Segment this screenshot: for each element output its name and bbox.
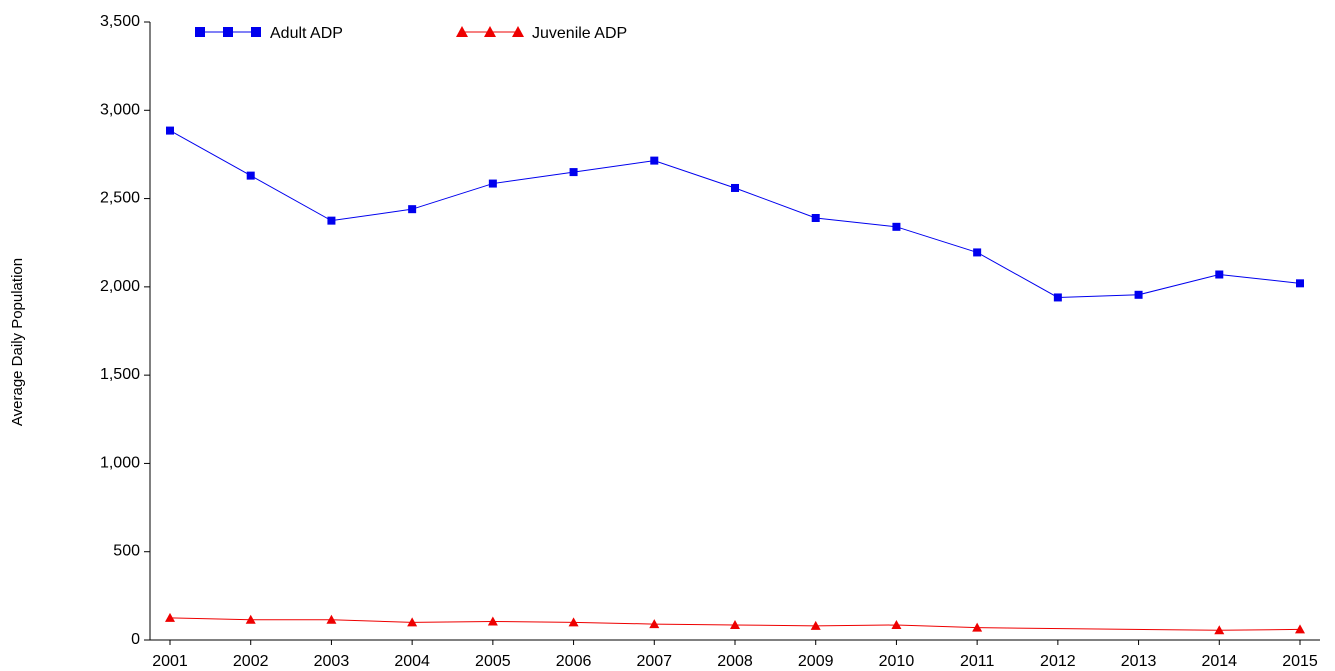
- legend-marker: [223, 27, 233, 37]
- data-point: [810, 620, 821, 630]
- x-tick-label: 2015: [1282, 653, 1318, 670]
- y-tick-label: 500: [113, 543, 140, 560]
- legend-label: Juvenile ADP: [532, 25, 627, 42]
- legend-marker: [195, 27, 205, 37]
- y-axis-label: Average Daily Population: [9, 258, 26, 426]
- y-tick-label: 1,000: [100, 454, 140, 471]
- x-tick-label: 2002: [233, 653, 269, 670]
- x-tick-label: 2005: [475, 653, 511, 670]
- data-point: [972, 622, 983, 632]
- data-point: [327, 216, 336, 225]
- y-tick-label: 1,500: [100, 366, 140, 383]
- y-tick-label: 3,000: [100, 101, 140, 118]
- x-tick-label: 2004: [394, 653, 430, 670]
- x-tick-label: 2010: [879, 653, 915, 670]
- data-point: [165, 612, 175, 622]
- data-point: [246, 171, 255, 180]
- axes: 0 500 1,000 1,500 2,000 2,500 3,000 3,500 2001 20…: [100, 13, 1320, 670]
- legend: Adult ADP Juvenile ADP: [195, 25, 627, 42]
- legend-marker: [456, 26, 468, 37]
- data-point: [487, 616, 498, 626]
- data-point: [973, 248, 982, 257]
- x-tick-label: 2003: [314, 653, 350, 670]
- x-tick-label: 2013: [1121, 653, 1157, 670]
- series-layer: [165, 126, 1305, 635]
- legend-marker: [512, 26, 524, 37]
- y-tick-label: 2,000: [100, 278, 140, 295]
- data-point: [1134, 290, 1143, 299]
- data-point: [1215, 270, 1224, 279]
- data-point: [407, 617, 418, 627]
- y-tick-label: 3,500: [100, 13, 140, 30]
- data-point: [1295, 624, 1305, 634]
- data-point: [1296, 279, 1304, 288]
- data-point: [408, 205, 417, 214]
- series-adult-adp: [166, 126, 1304, 302]
- series-juvenile-adp: [165, 612, 1305, 635]
- data-point: [650, 156, 659, 165]
- x-tick-label: 2012: [1040, 653, 1076, 670]
- series-line: [169, 130, 1301, 298]
- data-point: [488, 179, 497, 188]
- legend-marker: [484, 26, 496, 37]
- x-tick-label: 2001: [152, 653, 188, 670]
- legend-entry: Adult ADP: [195, 25, 343, 42]
- legend-label: Adult ADP: [270, 25, 343, 42]
- data-point: [326, 614, 337, 624]
- x-tick-label: 2011: [960, 653, 995, 670]
- data-point: [811, 213, 820, 222]
- data-point: [569, 168, 578, 177]
- data-point: [891, 619, 902, 629]
- y-tick-label: 2,500: [100, 190, 140, 207]
- y-tick-label: 0: [131, 631, 140, 648]
- x-tick-label: 2014: [1201, 653, 1237, 670]
- data-point: [568, 617, 579, 627]
- data-point: [892, 222, 901, 231]
- data-point: [1214, 625, 1225, 635]
- data-point: [166, 126, 174, 135]
- data-point: [731, 183, 739, 192]
- data-point: [1053, 293, 1062, 302]
- legend-marker: [251, 27, 261, 37]
- data-point: [730, 619, 740, 629]
- x-tick-label: 2009: [798, 653, 834, 670]
- x-tick-label: 2007: [636, 653, 672, 670]
- x-tick-label: 2008: [717, 653, 753, 670]
- legend-entry: Juvenile ADP: [456, 25, 627, 42]
- data-point: [245, 614, 256, 624]
- data-point: [649, 619, 660, 629]
- x-tick-label: 2006: [556, 653, 592, 670]
